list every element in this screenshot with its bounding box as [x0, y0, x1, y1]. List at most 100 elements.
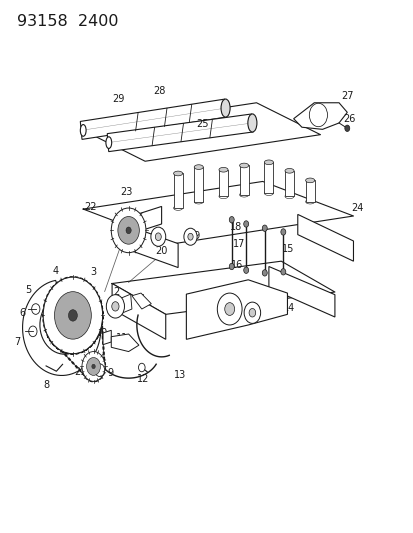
Ellipse shape	[80, 125, 86, 136]
Circle shape	[280, 269, 285, 275]
Text: 93158  2400: 93158 2400	[17, 14, 119, 29]
Text: 20: 20	[155, 246, 167, 255]
Circle shape	[126, 227, 131, 233]
Text: 12: 12	[137, 374, 149, 384]
Polygon shape	[120, 294, 132, 313]
Text: 14: 14	[283, 303, 295, 313]
Text: 10: 10	[95, 328, 108, 338]
Polygon shape	[112, 284, 165, 340]
Text: 9: 9	[107, 368, 113, 378]
Circle shape	[28, 326, 37, 337]
Text: 28: 28	[153, 86, 165, 96]
Circle shape	[188, 233, 193, 240]
Text: 6: 6	[19, 308, 25, 318]
Polygon shape	[284, 171, 293, 196]
Polygon shape	[128, 206, 161, 235]
Text: 3: 3	[90, 267, 96, 277]
Text: 11: 11	[116, 333, 128, 343]
Ellipse shape	[305, 199, 314, 204]
Text: 5: 5	[26, 285, 32, 295]
Text: 19: 19	[188, 231, 200, 241]
Text: 8: 8	[43, 379, 49, 390]
Text: 16: 16	[230, 260, 242, 270]
Ellipse shape	[194, 165, 203, 169]
Text: 13: 13	[173, 370, 186, 381]
Polygon shape	[305, 180, 314, 201]
Text: 24: 24	[351, 203, 363, 213]
Ellipse shape	[173, 171, 182, 176]
Ellipse shape	[264, 191, 273, 196]
Circle shape	[68, 310, 77, 321]
Circle shape	[118, 216, 139, 244]
Text: 4: 4	[52, 266, 59, 276]
Polygon shape	[107, 114, 252, 151]
Circle shape	[111, 208, 145, 253]
Circle shape	[155, 233, 161, 240]
Circle shape	[243, 267, 248, 273]
Text: 7: 7	[14, 337, 20, 347]
Ellipse shape	[264, 160, 273, 165]
Circle shape	[106, 295, 124, 318]
Circle shape	[262, 270, 267, 276]
Polygon shape	[268, 266, 334, 317]
Text: 21: 21	[134, 230, 146, 240]
Polygon shape	[297, 214, 353, 261]
Circle shape	[229, 263, 234, 270]
Circle shape	[86, 358, 100, 375]
Text: 23: 23	[120, 187, 133, 197]
Circle shape	[112, 302, 119, 311]
Circle shape	[309, 103, 327, 127]
Ellipse shape	[218, 194, 228, 199]
Ellipse shape	[218, 167, 228, 172]
Text: 22: 22	[84, 202, 97, 212]
Text: 27: 27	[340, 91, 353, 101]
Text: 2: 2	[113, 287, 119, 297]
Text: 25: 25	[196, 119, 209, 129]
Circle shape	[138, 364, 145, 372]
Text: 18: 18	[229, 222, 242, 232]
Circle shape	[244, 302, 260, 324]
Ellipse shape	[239, 192, 248, 197]
Polygon shape	[293, 103, 347, 130]
Text: 15: 15	[281, 244, 294, 254]
Polygon shape	[120, 223, 178, 268]
Ellipse shape	[305, 178, 314, 183]
Circle shape	[243, 221, 248, 227]
Ellipse shape	[284, 194, 293, 199]
Text: 1: 1	[140, 294, 146, 304]
Polygon shape	[103, 330, 111, 345]
Circle shape	[31, 304, 40, 314]
Circle shape	[55, 292, 91, 339]
Circle shape	[262, 225, 267, 231]
Polygon shape	[80, 99, 226, 140]
Circle shape	[249, 309, 255, 317]
Polygon shape	[239, 165, 248, 195]
Polygon shape	[264, 163, 273, 193]
Circle shape	[43, 277, 102, 354]
Circle shape	[344, 125, 349, 132]
Circle shape	[217, 293, 242, 325]
Circle shape	[95, 364, 104, 376]
Text: 26: 26	[342, 114, 355, 124]
Circle shape	[224, 303, 234, 316]
Polygon shape	[111, 334, 139, 352]
Text: 17: 17	[232, 239, 244, 248]
Circle shape	[150, 227, 165, 246]
Polygon shape	[173, 173, 182, 208]
Circle shape	[183, 228, 197, 245]
Ellipse shape	[173, 206, 182, 211]
Polygon shape	[132, 293, 151, 309]
Ellipse shape	[239, 163, 248, 168]
Polygon shape	[194, 167, 203, 201]
Circle shape	[280, 229, 285, 235]
Ellipse shape	[247, 114, 256, 132]
Polygon shape	[23, 280, 101, 375]
Circle shape	[82, 352, 105, 381]
Ellipse shape	[106, 137, 112, 149]
Text: 21: 21	[74, 367, 86, 377]
Ellipse shape	[221, 99, 230, 117]
Circle shape	[92, 364, 95, 369]
Circle shape	[229, 216, 234, 223]
Ellipse shape	[194, 199, 203, 204]
Polygon shape	[186, 280, 287, 340]
